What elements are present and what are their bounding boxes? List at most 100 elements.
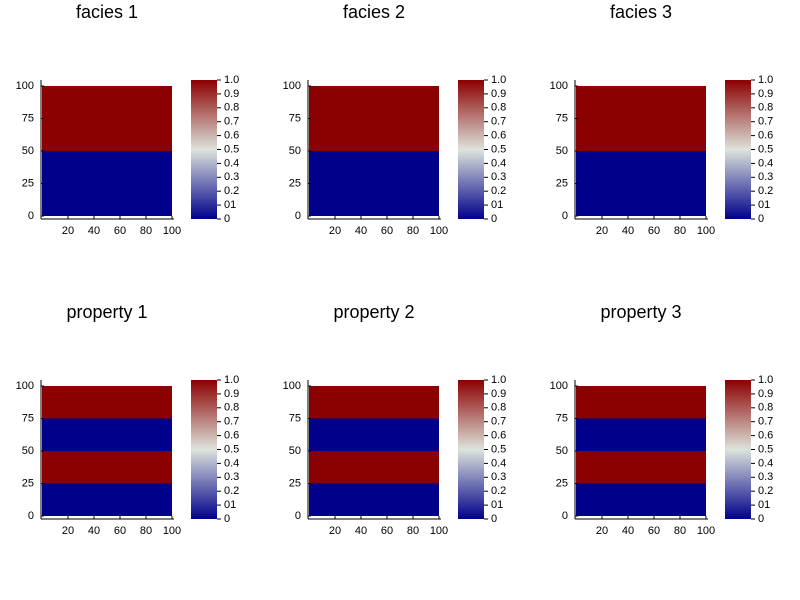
colorbar-tick-label: 01	[758, 199, 770, 211]
colorbar-tick-label: 0.4	[491, 457, 506, 469]
y-tick-label: 50	[556, 445, 568, 457]
y-tick-label: 0	[295, 210, 301, 222]
y-tick-label: 25	[22, 477, 34, 489]
y-tick-label: 100	[283, 80, 301, 92]
x-tick-label: 40	[355, 225, 367, 237]
x-tick-label: 100	[163, 525, 181, 537]
y-tick-label: 100	[283, 380, 301, 392]
x-tick-label: 100	[430, 525, 448, 537]
colorbar-tick-label: 0.2	[758, 185, 773, 197]
y-tick-label: 100	[550, 380, 568, 392]
heatmap-cell	[309, 86, 439, 151]
y-tick-label: 75	[22, 112, 34, 124]
y-tick-label: 100	[16, 380, 34, 392]
colorbar-tick-label: 0.5	[758, 443, 773, 455]
y-tick-label: 0	[28, 510, 34, 522]
x-tick-label: 60	[648, 225, 660, 237]
y-tick-label: 75	[289, 112, 301, 124]
colorbar-tick-label: 0.7	[491, 116, 506, 128]
x-tick-label: 100	[697, 525, 715, 537]
x-tick-label: 60	[114, 525, 126, 537]
colorbar-tick-label: 0.9	[491, 388, 506, 400]
colorbar-tick-label: 0.7	[224, 116, 239, 128]
heatmap-cell	[309, 151, 439, 216]
panel-title: facies 3	[610, 2, 672, 22]
x-tick-label: 20	[62, 525, 74, 537]
x-tick-label: 60	[648, 525, 660, 537]
colorbar-tick-label: 01	[491, 199, 503, 211]
colorbar-tick-label: 1.0	[758, 374, 773, 386]
panel-title: property 3	[600, 302, 681, 322]
colorbar-tick-label: 1.0	[491, 74, 506, 86]
colorbar-tick-label: 0.7	[224, 416, 239, 428]
panel: property 1 20 40 60 80 100 0 25 50 75 100 1.0 0.9 0.8…	[16, 302, 240, 537]
y-tick-label: 50	[289, 445, 301, 457]
colorbar-tick-label: 0.3	[491, 471, 506, 483]
colorbar-tick-label: 0.5	[224, 143, 239, 155]
panel-title: property 1	[66, 302, 147, 322]
x-tick-label: 80	[407, 225, 419, 237]
colorbar-tick-label: 0.2	[224, 485, 239, 497]
y-tick-label: 50	[22, 445, 34, 457]
colorbar-tick-label: 0.5	[224, 443, 239, 455]
colorbar-tick-label: 0	[491, 513, 497, 525]
colorbar-tick-label: 0.6	[224, 430, 239, 442]
panel: property 2 20 40 60 80 100 0 25 50 75 100 1.0 0.9 0.8…	[283, 302, 507, 537]
colorbar-tick-label: 0.4	[758, 457, 773, 469]
heatmap-cell	[576, 151, 706, 216]
colorbar	[725, 80, 751, 219]
colorbar-tick-label: 0.9	[758, 388, 773, 400]
x-tick-label: 40	[622, 525, 634, 537]
x-tick-label: 40	[88, 525, 100, 537]
colorbar-tick-label: 0.5	[491, 143, 506, 155]
x-tick-label: 80	[674, 225, 686, 237]
colorbar-tick-label: 0.4	[224, 157, 239, 169]
colorbar-tick-label: 0.9	[224, 88, 239, 100]
y-tick-label: 25	[556, 477, 568, 489]
panel: property 3 20 40 60 80 100 0 25 50 75 100 1.0 0.9 0.8…	[550, 302, 774, 537]
colorbar	[458, 80, 484, 219]
colorbar-tick-label: 0.8	[491, 102, 506, 114]
colorbar-tick-label: 0.8	[758, 102, 773, 114]
colorbar-tick-label: 0.7	[491, 416, 506, 428]
panel-title: property 2	[333, 302, 414, 322]
colorbar-tick-label: 0	[491, 213, 497, 225]
colorbar-tick-label: 0.8	[491, 402, 506, 414]
heatmap-cell	[42, 386, 172, 419]
colorbar-tick-label: 01	[491, 499, 503, 511]
colorbar	[191, 80, 217, 219]
colorbar	[458, 380, 484, 519]
x-tick-label: 20	[329, 225, 341, 237]
y-tick-label: 0	[562, 210, 568, 222]
colorbar-tick-label: 01	[224, 199, 236, 211]
colorbar-tick-label: 0.2	[758, 485, 773, 497]
colorbar-tick-label: 0.8	[224, 402, 239, 414]
x-tick-label: 80	[407, 525, 419, 537]
heatmap-cell	[576, 86, 706, 151]
heatmap-cell	[309, 451, 439, 484]
y-tick-label: 25	[289, 177, 301, 189]
colorbar-tick-label: 0.6	[491, 130, 506, 142]
y-tick-label: 0	[295, 510, 301, 522]
heatmap-cell	[576, 451, 706, 484]
heatmap-cell	[576, 386, 706, 419]
colorbar-tick-label: 0.8	[758, 402, 773, 414]
colorbar-tick-label: 0.2	[224, 185, 239, 197]
colorbar-tick-label: 0.9	[491, 88, 506, 100]
y-tick-label: 50	[556, 145, 568, 157]
y-tick-label: 50	[22, 145, 34, 157]
y-tick-label: 75	[22, 412, 34, 424]
colorbar-tick-label: 0.6	[758, 430, 773, 442]
y-tick-label: 75	[556, 112, 568, 124]
colorbar-tick-label: 1.0	[758, 74, 773, 86]
y-tick-label: 25	[556, 177, 568, 189]
x-tick-label: 60	[381, 225, 393, 237]
colorbar-tick-label: 0.6	[224, 130, 239, 142]
colorbar-tick-label: 0.3	[758, 171, 773, 183]
x-tick-label: 80	[140, 225, 152, 237]
colorbar-tick-label: 1.0	[491, 374, 506, 386]
x-tick-label: 40	[622, 225, 634, 237]
colorbar-tick-label: 0.2	[491, 485, 506, 497]
heatmap-cell	[576, 418, 706, 451]
